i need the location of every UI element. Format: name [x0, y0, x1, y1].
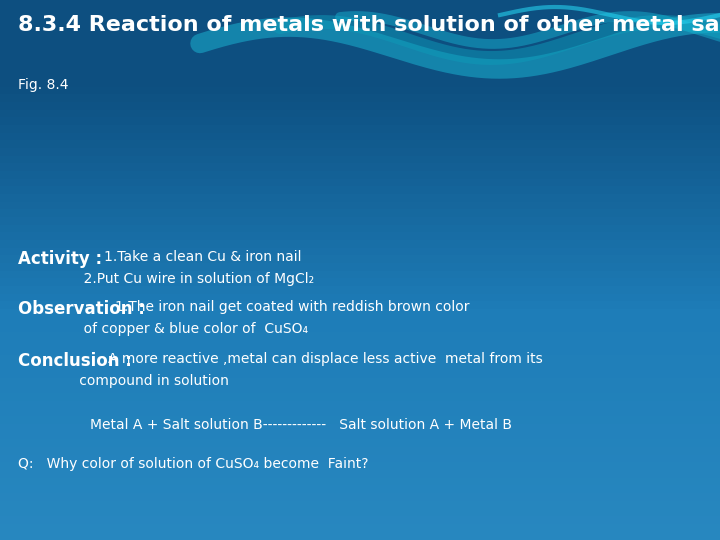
- Bar: [0, 440, 720, 448]
- Bar: [0, 316, 720, 325]
- Bar: [0, 455, 720, 463]
- Bar: [0, 332, 720, 341]
- Bar: [0, 409, 720, 417]
- Bar: [0, 140, 720, 149]
- Bar: [0, 271, 720, 279]
- Text: 2.Put Cu wire in solution of MgCl₂: 2.Put Cu wire in solution of MgCl₂: [18, 272, 314, 286]
- Bar: [0, 133, 720, 141]
- Text: compound in solution: compound in solution: [18, 374, 229, 388]
- Bar: [0, 301, 720, 310]
- Bar: [0, 393, 720, 402]
- Bar: [0, 325, 720, 333]
- Bar: [0, 516, 720, 525]
- Text: Activity :: Activity :: [18, 250, 114, 268]
- Bar: [0, 194, 720, 202]
- Bar: [0, 294, 720, 302]
- Text: 1.The iron nail get coated with reddish brown color: 1.The iron nail get coated with reddish …: [115, 300, 470, 314]
- Bar: [0, 431, 720, 440]
- Bar: [0, 378, 720, 387]
- Bar: [0, 102, 720, 111]
- Bar: [0, 186, 720, 195]
- Bar: [0, 255, 720, 264]
- Bar: [0, 117, 720, 126]
- Bar: [0, 79, 720, 87]
- Bar: [0, 355, 720, 363]
- Bar: [0, 163, 720, 172]
- Bar: [0, 447, 720, 456]
- Bar: [0, 340, 720, 348]
- Bar: [0, 501, 720, 509]
- Bar: [0, 424, 720, 433]
- Bar: [0, 156, 720, 164]
- Text: Observation :: Observation :: [18, 300, 150, 318]
- Text: Q:   Why color of solution of CuSO₄ become  Faint?: Q: Why color of solution of CuSO₄ become…: [18, 457, 369, 471]
- Bar: [0, 232, 720, 241]
- Bar: [0, 225, 720, 233]
- Bar: [0, 462, 720, 471]
- Bar: [0, 416, 720, 425]
- Text: of copper & blue color of  CuSO₄: of copper & blue color of CuSO₄: [18, 322, 308, 336]
- Bar: [0, 309, 720, 318]
- Text: Conclusion :: Conclusion :: [18, 352, 138, 370]
- Text: 1.Take a clean Cu & iron nail: 1.Take a clean Cu & iron nail: [104, 250, 302, 264]
- Bar: [0, 401, 720, 410]
- Text: Metal A + Salt solution B-------------   Salt solution A + Metal B: Metal A + Salt solution B------------- S…: [90, 418, 512, 432]
- Bar: [0, 86, 720, 96]
- Bar: [0, 94, 720, 103]
- Bar: [0, 179, 720, 187]
- Bar: [0, 485, 720, 494]
- Bar: [0, 171, 720, 180]
- Bar: [0, 363, 720, 372]
- Bar: [0, 493, 720, 502]
- Bar: [0, 210, 720, 218]
- Bar: [0, 217, 720, 226]
- Bar: [0, 248, 720, 256]
- Bar: [0, 110, 720, 118]
- Bar: [0, 524, 720, 532]
- Bar: [0, 278, 720, 287]
- Text: 8.3.4 Reaction of metals with solution of other metal salts: 8.3.4 Reaction of metals with solution o…: [18, 15, 720, 35]
- Bar: [0, 386, 720, 394]
- Bar: [0, 470, 720, 478]
- Bar: [0, 148, 720, 157]
- Bar: [0, 531, 720, 540]
- Bar: [0, 286, 720, 295]
- Bar: [0, 508, 720, 517]
- Bar: [0, 240, 720, 248]
- Bar: [0, 478, 720, 487]
- Text: A more reactive ,metal can displace less active  metal from its: A more reactive ,metal can displace less…: [109, 352, 543, 366]
- Text: Fig. 8.4: Fig. 8.4: [18, 78, 68, 92]
- Bar: [0, 370, 720, 379]
- Bar: [0, 0, 720, 80]
- Bar: [0, 347, 720, 356]
- Bar: [0, 201, 720, 211]
- Bar: [0, 263, 720, 272]
- Bar: [0, 125, 720, 134]
